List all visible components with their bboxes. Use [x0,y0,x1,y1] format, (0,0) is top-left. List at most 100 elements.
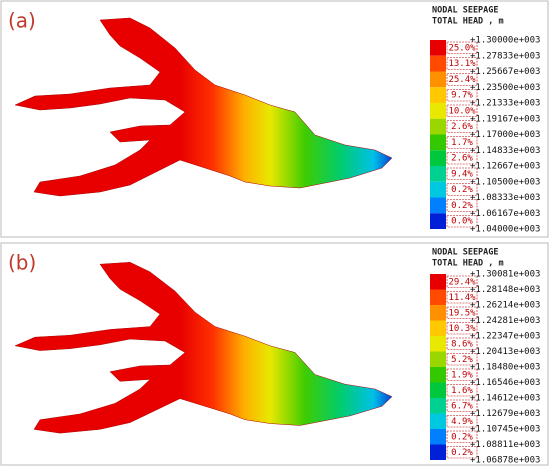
percent-label: 0.0% [451,217,473,227]
percent-label: 1.6% [451,386,473,396]
legend-color [430,367,446,383]
percent-box [446,337,478,350]
percent-label: 9.4% [451,169,473,179]
percent-label: 9.7% [451,91,473,101]
percent-box [446,446,478,459]
percent-label: 4.9% [451,417,473,427]
percent-label: 10.0% [448,106,476,116]
percent-box [446,368,478,381]
legend-value: +1.04000e+003 [470,225,540,235]
percent-box [446,214,478,228]
legend-color [430,351,446,367]
percent-label: 25.4% [448,75,476,85]
percent-label: 11.4% [448,293,476,303]
percent-box [446,199,478,212]
legend-value: +1.06878e+003 [470,456,540,466]
percent-label: 25.0% [448,43,476,53]
legend-value: +1.10500e+003 [470,177,540,187]
legend-color [430,134,446,151]
legend-color [430,382,446,398]
percent-label: 10.3% [448,324,476,334]
legend-color [430,413,446,429]
legend-color [430,166,446,182]
legend-value: +1.17000e+003 [470,130,540,140]
percent-label: 0.2% [451,185,473,195]
percent-box [446,275,478,288]
percent-box [446,167,478,181]
legend-value: +1.21333e+003 [470,99,540,109]
percent-label: 6.7% [451,401,473,411]
legend-value: +1.12667e+003 [470,162,540,172]
legend-color [430,118,446,135]
percent-box [446,57,478,70]
legend-color [430,444,446,460]
percent-box [446,151,478,165]
percent-label: 1.9% [451,370,473,380]
percent-box [446,415,478,428]
legend-value: +1.30081e+003 [470,270,540,280]
legend-value: +1.08811e+003 [470,440,540,450]
legend-color [430,181,446,198]
percent-box [446,384,478,397]
legend-value: +1.14612e+003 [470,394,540,404]
percent-label: 0.2% [451,201,473,211]
percent-box [446,322,478,335]
legend-value: +1.19167e+003 [470,114,540,124]
legend-value: +1.24281e+003 [470,316,540,326]
legend-value: +1.23500e+003 [470,83,540,93]
legend-color [430,274,446,290]
percent-box [446,41,478,55]
percent-box [446,399,478,412]
percent-box [446,73,478,86]
legend-value: +1.25667e+003 [470,67,540,77]
legend-value: +1.30000e+003 [470,36,540,46]
legend-value: +1.28148e+003 [470,285,540,295]
legend-value: +1.16546e+003 [470,378,540,388]
percent-label: 2.6% [451,122,473,132]
panel-border [0,242,549,466]
percent-box [446,183,478,196]
legend-color [430,71,446,88]
percent-box [446,136,478,149]
panel-label: (b) [8,251,36,275]
legend-color [430,398,446,414]
legend-value: +1.20413e+003 [470,347,540,357]
legend-value: +1.22347e+003 [470,332,540,342]
legend-color [430,320,446,336]
panel-label: (a) [8,9,36,33]
legend-value: +1.12679e+003 [470,409,540,419]
percent-box [446,120,478,133]
legend-title: NODAL SEEPAGE [432,248,499,258]
percent-label: 29.4% [448,277,476,287]
legend-value: +1.14833e+003 [470,146,540,156]
legend-color [430,87,446,103]
percent-label: 1.7% [451,138,473,148]
legend-color [430,289,446,305]
legend-color [430,305,446,321]
percent-label: 19.5% [448,308,476,318]
legend-color [430,103,446,119]
legend-color [430,336,446,352]
legend-value: +1.06167e+003 [470,209,540,219]
legend-color [430,197,446,214]
percent-label: 5.2% [451,355,473,365]
legend-value: +1.18480e+003 [470,363,540,373]
percent-label: 0.2% [451,432,473,442]
legend-value: +1.26214e+003 [470,301,540,311]
percent-label: 0.2% [451,448,473,458]
percent-box [446,88,478,102]
legend-title: TOTAL HEAD , m [432,259,504,269]
seepage-model [14,17,393,197]
legend-value: +1.27833e+003 [470,51,540,61]
legend-color [430,55,446,72]
legend-title: TOTAL HEAD , m [432,17,504,27]
legend-color [430,213,446,229]
percent-box [446,430,478,443]
legend-title: NODAL SEEPAGE [432,6,499,16]
percent-label: 8.6% [451,339,473,349]
panel-border [0,0,549,238]
percent-box [446,306,478,319]
percent-box [446,353,478,366]
